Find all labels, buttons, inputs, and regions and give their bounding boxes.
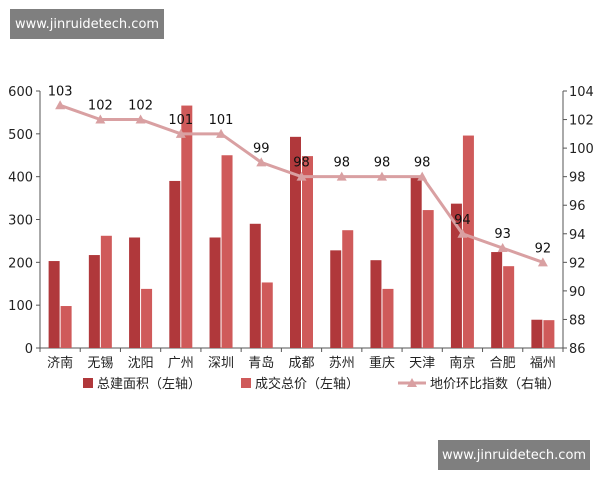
index-point <box>457 228 468 238</box>
index-point <box>95 114 106 124</box>
legend-swatch-total-price <box>241 378 251 388</box>
index-data-label: 94 <box>454 213 471 228</box>
index-data-label: 92 <box>535 241 552 256</box>
index-data-label: 98 <box>414 156 431 171</box>
legend-label-total-price: 成交总价（左轴） <box>255 376 359 392</box>
index-data-label: 93 <box>494 227 511 242</box>
bar-total-price <box>543 320 555 348</box>
index-data-label: 101 <box>168 113 193 128</box>
index-point <box>497 243 508 253</box>
category-label: 合肥 <box>490 356 516 371</box>
bar-total-price <box>503 266 515 348</box>
right-tick-label: 102 <box>569 114 594 129</box>
category-label: 南京 <box>449 355 475 371</box>
legend-label-total-area: 总建面积（左轴） <box>97 377 201 392</box>
bar-total-price <box>382 288 394 348</box>
legend-label-index: 地价环比指数（右轴） <box>430 377 560 392</box>
bar-total-price <box>60 306 72 348</box>
index-data-label: 99 <box>253 141 270 156</box>
index-point <box>296 171 307 181</box>
bar-total-price <box>221 155 233 348</box>
index-point <box>256 157 267 167</box>
bar-total-area <box>129 237 141 348</box>
axes: 0100200300400500600868890929496981001021… <box>8 85 594 371</box>
left-tick-label: 100 <box>8 299 33 314</box>
legend: 总建面积（左轴） 成交总价（左轴） 地价环比指数（右轴） <box>83 376 560 392</box>
right-tick-label: 94 <box>569 228 586 243</box>
left-tick-label: 400 <box>8 171 33 186</box>
right-tick-label: 98 <box>569 171 586 186</box>
bar-total-price <box>462 135 474 348</box>
right-tick-label: 86 <box>569 342 586 357</box>
bar-total-price <box>342 230 354 348</box>
category-label: 青岛 <box>248 355 274 371</box>
right-tick-label: 96 <box>569 199 586 214</box>
category-label: 深圳 <box>208 356 234 371</box>
bar-total-area <box>209 237 221 348</box>
category-label: 苏州 <box>329 355 355 371</box>
category-label: 成都 <box>288 356 314 371</box>
bar-total-price <box>100 235 112 348</box>
legend-swatch-total-area <box>83 378 93 388</box>
category-label: 无锡 <box>87 356 113 371</box>
index-point <box>376 171 387 181</box>
right-tick-label: 88 <box>569 313 586 328</box>
bar-total-area <box>370 260 382 348</box>
bar-total-price <box>422 210 434 348</box>
bar-total-area <box>169 180 181 348</box>
category-label: 天津 <box>409 356 435 371</box>
bar-total-area <box>290 136 301 348</box>
index-point <box>135 114 146 124</box>
left-tick-label: 0 <box>25 342 33 357</box>
right-tick-label: 92 <box>569 256 586 271</box>
bar-total-area <box>410 177 422 348</box>
watermark-bottom: www.jinruidetech.com <box>438 440 590 470</box>
bar-total-area <box>450 203 462 348</box>
index-data-label: 98 <box>374 156 391 171</box>
index-line <box>55 100 548 267</box>
bar-total-area <box>531 319 543 348</box>
index-data-label: 98 <box>293 156 310 171</box>
category-label: 沈阳 <box>128 356 154 371</box>
watermark-top: www.jinruidetech.com <box>10 9 164 39</box>
category-label: 济南 <box>47 355 73 371</box>
bar-total-area <box>330 250 342 348</box>
index-data-label: 102 <box>88 99 113 114</box>
bar-total-area <box>249 223 261 348</box>
left-tick-label: 200 <box>8 256 33 271</box>
index-point <box>417 171 428 181</box>
bar-total-price <box>141 288 153 348</box>
category-label: 重庆 <box>369 355 395 371</box>
left-tick-label: 600 <box>8 85 33 100</box>
bar-total-area <box>48 261 60 348</box>
category-label: 福州 <box>530 356 556 371</box>
index-point <box>175 128 186 138</box>
category-label: 广州 <box>168 356 194 371</box>
index-data-label: 101 <box>209 113 234 128</box>
index-data-label: 103 <box>48 84 73 99</box>
right-tick-label: 90 <box>569 285 586 300</box>
bar-total-price <box>302 156 313 348</box>
left-tick-label: 300 <box>8 214 33 229</box>
bar-total-price <box>181 105 193 349</box>
index-point <box>55 100 66 110</box>
data-labels: 103 102 102 101 101 99 98 98 98 98 94 93 92 <box>48 84 551 256</box>
right-tick-label: 104 <box>569 85 594 100</box>
right-tick-label: 100 <box>569 142 594 157</box>
index-point <box>216 128 227 138</box>
legend-marker-index <box>407 378 417 387</box>
bar-total-area <box>491 252 503 348</box>
left-tick-label: 500 <box>8 128 33 143</box>
index-point <box>336 171 347 181</box>
index-data-label: 102 <box>128 99 153 114</box>
index-point <box>537 257 548 267</box>
bar-total-price <box>261 282 273 348</box>
bars <box>48 105 555 349</box>
index-data-label: 98 <box>333 156 350 171</box>
bar-total-area <box>88 255 100 348</box>
